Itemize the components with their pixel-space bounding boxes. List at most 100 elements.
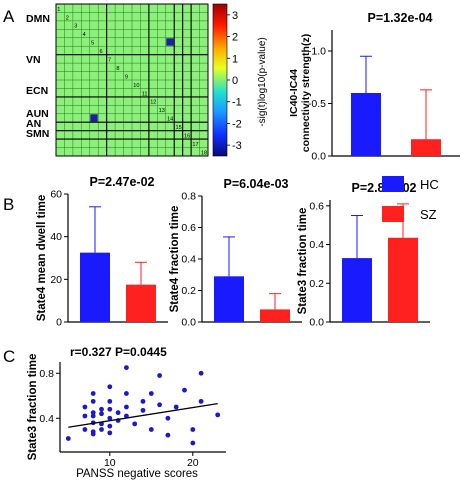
network-label: AUN (26, 108, 49, 120)
matrix-diagonal-label: 18 (201, 150, 207, 156)
scatter-point (215, 412, 221, 418)
y-tick-label: 0.2 (181, 285, 196, 297)
colorbar-tick-label: 0 (232, 75, 238, 87)
colorbar-bar (212, 3, 228, 157)
matrix-diagonal-label: 12 (150, 100, 156, 106)
bar-sz (411, 139, 441, 156)
panel-label-c: C (3, 347, 15, 366)
bar-hc (342, 258, 372, 322)
matrix-diagonal-label: 4 (83, 32, 86, 38)
scatter-point (132, 421, 138, 427)
matrix-diagonal-label: 10 (133, 83, 139, 89)
y-tick-label: -1.0 (308, 46, 326, 58)
scatter-point (124, 413, 129, 419)
scatter-point (107, 423, 113, 429)
y-tick-label: 0.2 (309, 278, 324, 290)
scatter-point (124, 391, 129, 396)
chart-state4-dwell-time: 0 20 40 60 P=2.47e-02 State4 mean dwell time (36, 175, 168, 329)
colorbar-tick-label: -1 (232, 97, 242, 109)
scatter-point (82, 413, 88, 419)
y-tick-label: 0.6 (309, 200, 324, 212)
scatter-point (90, 410, 96, 416)
y-axis-label: State3 fraction time (27, 354, 39, 461)
matrix-diagonal-label: 3 (74, 24, 77, 30)
matrix-diagonal-label: 1 (57, 7, 60, 13)
chart-panss-scatter: 10 20 0.4 0.8 r=0.327 P=0.0445 PANSS negative… (27, 345, 226, 480)
y-tick-label: 40 (50, 231, 62, 243)
bar-hc (80, 252, 110, 322)
legend-label-hc: HC (420, 177, 439, 192)
legend-swatch-sz (382, 206, 404, 222)
y-tick-label: 0.0 (311, 151, 326, 163)
scatter-point (90, 413, 96, 419)
scatter-point (82, 427, 88, 432)
matrix-diagonal-label: 15 (176, 125, 182, 131)
matrix-cell-highlight (166, 38, 174, 46)
scatter-point (190, 440, 196, 446)
scatter-point (173, 404, 179, 410)
y-tick-label: 0.8 (39, 368, 54, 380)
scatter-point (148, 427, 154, 432)
scatter-point (140, 407, 146, 413)
legend: HC SZ (382, 176, 439, 222)
scatter-point (157, 373, 163, 378)
scatter-point (182, 387, 187, 393)
chart-connectivity-strength: -1.0 -0.5 0.0 P=1.32e-04 IC40-IC44 connectivi… (288, 11, 460, 163)
scatter-point (165, 415, 171, 421)
bar-sz (388, 237, 418, 322)
colorbar: 3 2 1 0 -1 -2 -3 -sig(t)log10(p-value) (212, 3, 268, 157)
chart-state3-fraction-time: 0.00.20.40.6P=2.85e-02State3 fraction ti… (297, 181, 430, 329)
y-tick-label: 0.6 (181, 222, 196, 234)
matrix-diagonal-label: 7 (108, 58, 111, 64)
matrix-diagonal-label: 16 (184, 134, 190, 140)
scatter-point (190, 427, 196, 432)
correlation-annotation: r=0.327 P=0.0445 (70, 345, 167, 359)
scatter-point (107, 406, 113, 412)
legend-swatch-hc (382, 176, 404, 192)
matrix-diagonal-label: 14 (167, 117, 173, 123)
network-label: ECN (26, 85, 48, 97)
matrix-diagonal-label: 17 (192, 142, 198, 148)
panel-label-b: B (3, 195, 14, 214)
matrix-diagonal-label: 2 (66, 15, 69, 21)
scatter-point (157, 402, 163, 408)
p-value-annotation: P=6.04e-03 (224, 177, 289, 191)
scatter-point (99, 406, 104, 412)
scatter-point (90, 391, 96, 396)
x-tick-label: 20 (187, 457, 199, 469)
y-tick-label: 60 (50, 189, 62, 201)
matrix-frame (55, 3, 209, 157)
colorbar-tick-label: 3 (232, 10, 238, 22)
colorbar-tick-label: 2 (232, 32, 238, 44)
y-tick-label: 0.0 (309, 317, 324, 329)
scatter-point (90, 431, 96, 437)
bar-sz (260, 309, 290, 322)
scatter-point (107, 415, 113, 421)
matrix-diagonal-label: 8 (116, 66, 119, 72)
network-label: VN (26, 54, 41, 66)
bar-hc (351, 93, 381, 156)
p-value-annotation: P=2.47e-02 (90, 175, 155, 189)
matrix-diagonal-label: 13 (159, 108, 165, 114)
scatter-point (65, 436, 71, 441)
scatter-point (99, 411, 104, 417)
scatter-point (140, 398, 146, 404)
matrix-diagonal-label: 11 (142, 91, 148, 97)
bar-sz (126, 284, 156, 322)
scatter-point (107, 398, 113, 404)
y-tick-label: 0.4 (181, 254, 196, 266)
scatter-point (82, 404, 88, 410)
network-label: AN (26, 118, 41, 130)
matrix-cell-highlight (90, 114, 98, 122)
y-axis-label: State3 fraction time (297, 208, 309, 315)
scatter-point (198, 398, 204, 404)
matrix-diagonal-label: 5 (91, 41, 94, 47)
p-value-annotation: P=1.32e-04 (368, 11, 433, 25)
bar-hc (214, 276, 244, 322)
scatter-point (198, 370, 204, 376)
x-axis-label: PANSS negative scores (76, 468, 198, 480)
scatter-point (148, 391, 154, 396)
colorbar-label: -sig(t)log10(p-value) (257, 37, 268, 126)
scatter-point (115, 410, 121, 416)
